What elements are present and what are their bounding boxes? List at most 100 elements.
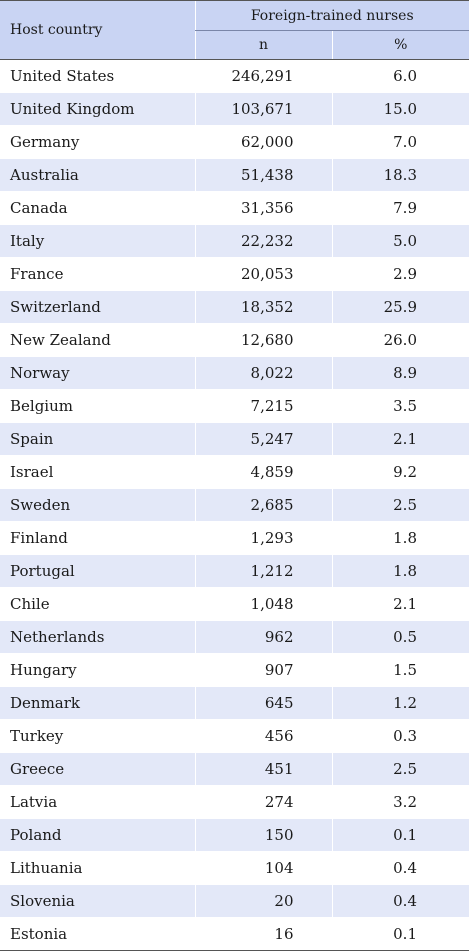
cell-nurse-percent: 7.0 [331, 125, 469, 159]
table-body: United States 246,291 6.0 United Kingdom 103… [0, 59, 469, 951]
header-foreign-trained-nurses: Foreign-trained nurses [194, 0, 469, 31]
cell-nurse-percent: 15.0 [331, 92, 469, 126]
cell-nurse-percent: 2.1 [331, 587, 469, 621]
cell-nurse-count: 1,048 [194, 587, 332, 621]
cell-nurse-percent: 8.9 [331, 356, 469, 390]
cell-nurse-percent: 3.5 [331, 389, 469, 423]
cell-host-country: Hungary [0, 653, 195, 687]
table-row: France 20,053 2.9 [0, 257, 469, 291]
table-row: Turkey 456 0.3 [0, 719, 469, 753]
cell-nurse-count: 4,859 [194, 455, 332, 489]
table-row: Denmark 645 1.2 [0, 686, 469, 720]
cell-host-country: Italy [0, 224, 195, 258]
table-row: Portugal 1,212 1.8 [0, 554, 469, 588]
cell-host-country: United Kingdom [0, 92, 195, 126]
cell-host-country: United States [0, 59, 195, 93]
table-row: Belgium 7,215 3.5 [0, 389, 469, 423]
cell-nurse-count: 20,053 [194, 257, 332, 291]
cell-nurse-percent: 6.0 [331, 59, 469, 93]
cell-nurse-percent: 1.2 [331, 686, 469, 720]
cell-nurse-percent: 1.8 [331, 521, 469, 555]
header-n: n [194, 30, 332, 60]
header-row-top: Host country Foreign-trained nurses [0, 0, 469, 60]
cell-host-country: Slovenia [0, 884, 195, 918]
header-host-country: Host country [0, 0, 195, 60]
cell-nurse-percent: 0.4 [331, 851, 469, 885]
cell-host-country: Germany [0, 125, 195, 159]
cell-nurse-percent: 0.5 [331, 620, 469, 654]
cell-nurse-count: 962 [194, 620, 332, 654]
table-row: Spain 5,247 2.1 [0, 422, 469, 456]
cell-nurse-count: 20 [194, 884, 332, 918]
table-row: Italy 22,232 5.0 [0, 224, 469, 258]
table-row: Hungary 907 1.5 [0, 653, 469, 687]
cell-nurse-percent: 0.4 [331, 884, 469, 918]
table-row: Finland 1,293 1.8 [0, 521, 469, 555]
cell-host-country: Poland [0, 818, 195, 852]
cell-nurse-count: 1,293 [194, 521, 332, 555]
cell-nurse-count: 51,438 [194, 158, 332, 192]
header-row-sub: n % [0, 30, 469, 60]
cell-nurse-percent: 2.9 [331, 257, 469, 291]
cell-host-country: Chile [0, 587, 195, 621]
cell-nurse-percent: 7.9 [331, 191, 469, 225]
cell-host-country: Sweden [0, 488, 195, 522]
cell-nurse-count: 16 [194, 917, 332, 951]
cell-host-country: Israel [0, 455, 195, 489]
table-row: Canada 31,356 7.9 [0, 191, 469, 225]
table-row: Chile 1,048 2.1 [0, 587, 469, 621]
cell-host-country: Spain [0, 422, 195, 456]
table-row: Poland 150 0.1 [0, 818, 469, 852]
cell-nurse-percent: 3.2 [331, 785, 469, 819]
cell-host-country: Turkey [0, 719, 195, 753]
cell-host-country: Canada [0, 191, 195, 225]
cell-nurse-count: 456 [194, 719, 332, 753]
cell-nurse-percent: 1.5 [331, 653, 469, 687]
table-row: Estonia 16 0.1 [0, 917, 469, 951]
table-row: Netherlands 962 0.5 [0, 620, 469, 654]
cell-nurse-count: 8,022 [194, 356, 332, 390]
cell-nurse-count: 31,356 [194, 191, 332, 225]
cell-host-country: Norway [0, 356, 195, 390]
table-row: Switzerland 18,352 25.9 [0, 290, 469, 324]
cell-nurse-count: 907 [194, 653, 332, 687]
cell-host-country: Portugal [0, 554, 195, 588]
cell-nurse-percent: 26.0 [331, 323, 469, 357]
table-row: Germany 62,000 7.0 [0, 125, 469, 159]
cell-host-country: Finland [0, 521, 195, 555]
cell-host-country: Estonia [0, 917, 195, 951]
cell-host-country: Latvia [0, 785, 195, 819]
table-row: Slovenia 20 0.4 [0, 884, 469, 918]
header-percent: % [331, 30, 469, 60]
cell-nurse-percent: 0.1 [331, 917, 469, 951]
cell-nurse-count: 645 [194, 686, 332, 720]
cell-nurse-percent: 0.3 [331, 719, 469, 753]
cell-nurse-percent: 0.1 [331, 818, 469, 852]
table-row: Greece 451 2.5 [0, 752, 469, 786]
cell-host-country: France [0, 257, 195, 291]
cell-host-country: Belgium [0, 389, 195, 423]
table-row: Australia 51,438 18.3 [0, 158, 469, 192]
cell-nurse-percent: 1.8 [331, 554, 469, 588]
cell-host-country: Lithuania [0, 851, 195, 885]
cell-nurse-count: 2,685 [194, 488, 332, 522]
cell-nurse-percent: 18.3 [331, 158, 469, 192]
cell-nurse-count: 1,212 [194, 554, 332, 588]
cell-nurse-count: 62,000 [194, 125, 332, 159]
cell-nurse-percent: 2.5 [331, 488, 469, 522]
cell-nurse-count: 104 [194, 851, 332, 885]
cell-nurse-percent: 25.9 [331, 290, 469, 324]
table-row: Lithuania 104 0.4 [0, 851, 469, 885]
table-row: Israel 4,859 9.2 [0, 455, 469, 489]
cell-nurse-percent: 2.5 [331, 752, 469, 786]
table-row: Norway 8,022 8.9 [0, 356, 469, 390]
cell-host-country: Denmark [0, 686, 195, 720]
cell-nurse-percent: 2.1 [331, 422, 469, 456]
cell-nurse-count: 22,232 [194, 224, 332, 258]
cell-nurse-percent: 5.0 [331, 224, 469, 258]
cell-nurse-count: 451 [194, 752, 332, 786]
table-row: United States 246,291 6.0 [0, 59, 469, 93]
cell-host-country: Netherlands [0, 620, 195, 654]
table-header: Host country Foreign-trained nurses n % [0, 0, 469, 60]
